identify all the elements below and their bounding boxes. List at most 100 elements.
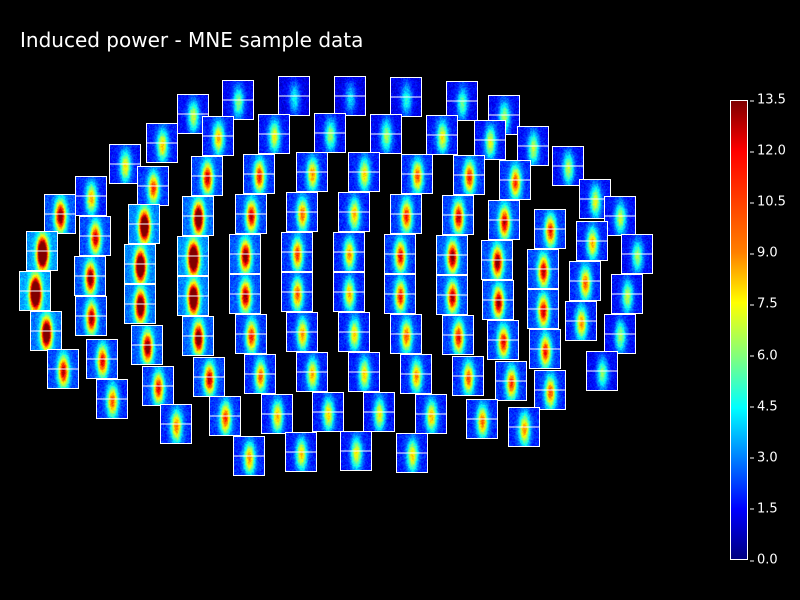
sensor-plot [74,256,106,296]
sensor-plot [314,113,346,153]
sensor-plot [466,399,498,439]
colorbar-tick-label: 4.5 [757,399,778,414]
sensor-plot [286,312,318,352]
sensor-plot [128,204,160,244]
sensor-plot [281,272,313,312]
colorbar-container: 0.01.53.04.56.07.59.010.512.013.5 [730,100,748,560]
sensor-plot [229,274,261,314]
sensor-plot [474,120,506,160]
sensor-plot [436,235,468,275]
colorbar-tick-label: 7.5 [757,297,778,312]
sensor-plot [565,301,597,341]
sensor-plot [209,396,241,436]
sensor-plot [576,221,608,261]
colorbar-tick-label: 13.5 [757,93,786,108]
sensor-plot [363,392,395,432]
sensor-plot [348,152,380,192]
sensor-plot [482,280,514,320]
sensor-plot [370,114,402,154]
sensor-plot [79,216,111,256]
sensor-plot [296,152,328,192]
sensor-plot [235,194,267,234]
sensor-plot [281,232,313,272]
sensor-plot [334,76,366,116]
sensor-plot [312,392,344,432]
sensor-plot [296,352,328,392]
sensor-plot [384,274,416,314]
sensor-plot [160,404,192,444]
sensor-plot [47,349,79,389]
sensor-plot [137,166,169,206]
sensor-plot [182,196,214,236]
colorbar-tick-label: 9.0 [757,246,778,261]
sensor-plot [243,154,275,194]
sensor-plot [278,76,310,116]
sensor-plot [131,325,163,365]
sensor-plot [488,200,520,240]
sensor-plot [26,231,58,271]
sensor-plot [529,329,561,369]
sensor-plot [244,354,276,394]
sensor-plot [442,195,474,235]
sensor-plot [177,276,209,316]
sensor-plot [508,407,540,447]
sensor-plot [611,274,643,314]
page-title: Induced power - MNE sample data [20,28,363,52]
sensor-plot [75,296,107,336]
colorbar-tick-label: 12.0 [757,144,786,159]
sensor-plot [182,316,214,356]
sensor-plot [604,196,636,236]
sensor-plot [481,240,513,280]
sensor-plot [338,192,370,232]
sensor-plot [453,155,485,195]
sensor-plot [193,357,225,397]
sensor-plot [286,192,318,232]
sensor-plot [142,366,174,406]
sensor-plot [44,194,76,234]
sensor-plot [124,284,156,324]
sensor-plot [426,115,458,155]
sensor-plot [75,176,107,216]
colorbar-tick-label: 0.0 [757,553,778,568]
sensor-plot [390,314,422,354]
colorbar-tick-label: 10.5 [757,195,786,210]
sensor-plot [452,356,484,396]
sensor-plot [390,77,422,117]
colorbar [730,100,748,560]
sensor-plot [396,433,428,473]
sensor-plot [222,80,254,120]
sensor-plot [235,314,267,354]
sensor-plot [340,431,372,471]
sensor-plot [96,379,128,419]
sensor-plot [384,234,416,274]
sensor-plot [534,209,566,249]
sensor-plot [19,271,51,311]
colorbar-tick-label: 1.5 [757,501,778,516]
sensor-plot [415,394,447,434]
sensor-plot [191,156,223,196]
sensor-plot [390,194,422,234]
sensor-plot [258,114,290,154]
sensor-plot [499,160,531,200]
sensor-plot [348,352,380,392]
sensor-plot [527,249,559,289]
sensor-plot [333,232,365,272]
sensor-plot [229,234,261,274]
sensor-plot [487,320,519,360]
topo-sensor-grid [0,86,700,586]
colorbar-tick-label: 6.0 [757,348,778,363]
sensor-plot [338,312,370,352]
sensor-plot [233,436,265,476]
sensor-plot [495,361,527,401]
sensor-plot [527,289,559,329]
sensor-plot [285,432,317,472]
colorbar-tick-label: 3.0 [757,450,778,465]
sensor-plot [261,394,293,434]
sensor-plot [177,236,209,276]
sensor-plot [569,261,601,301]
sensor-plot [586,351,618,391]
sensor-plot [534,370,566,410]
sensor-plot [333,272,365,312]
sensor-plot [604,314,636,354]
sensor-plot [86,339,118,379]
